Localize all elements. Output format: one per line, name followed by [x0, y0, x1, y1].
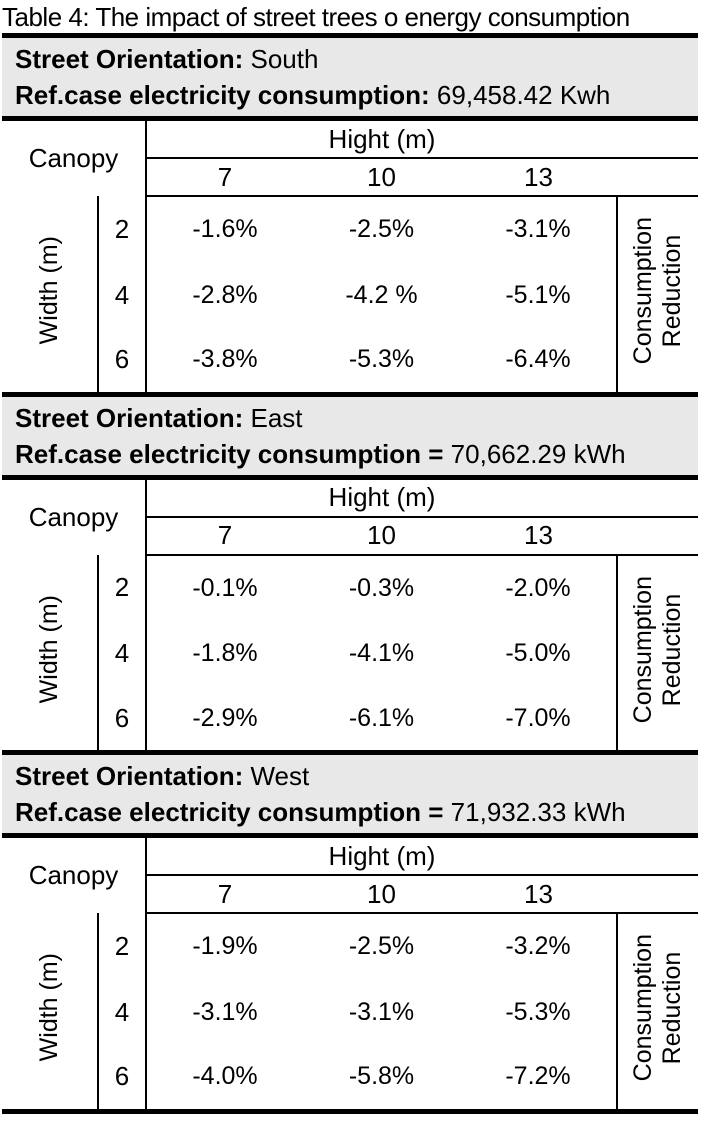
consumption-reduction-label: Consumption Reduction: [616, 913, 698, 1111]
width-row-2: 2: [98, 554, 147, 621]
canopy-header: Canopy: [2, 121, 147, 196]
refcase-label: Ref.case electricity consumption:: [15, 80, 430, 110]
street-orientation-line: Street Orientation: South: [15, 41, 698, 77]
street-orientation-line: Street Orientation: West: [15, 758, 698, 794]
reduction-value: -3.1%: [505, 215, 571, 243]
refcase-label: Ref.case electricity consumption =: [15, 797, 444, 827]
refcase-value: 69,458.42 Kwh: [436, 80, 611, 110]
header-spacer: [617, 158, 698, 197]
section-header: Street Orientation: East Ref.case electr…: [2, 396, 698, 480]
section-south: Street Orientation: South Ref.case elect…: [2, 38, 698, 397]
width-row-4: 4: [98, 979, 147, 1045]
reduction-value: -5.0%: [505, 639, 571, 667]
reduction-value: -1.8%: [192, 639, 258, 667]
reduction-value: -3.2%: [505, 932, 571, 960]
width-row-2: 2: [98, 196, 147, 262]
height-col-13: 13: [460, 875, 617, 914]
height-header: Hight (m): [146, 838, 617, 876]
reduction-value: -3.1%: [192, 997, 258, 1026]
height-col-10: 10: [303, 158, 460, 197]
street-orientation-label: Street Orientation:: [15, 44, 244, 74]
table-caption: Table 4: The impact of street trees o en…: [2, 0, 698, 38]
street-orientation-value: East: [250, 402, 303, 433]
street-orientation-value: West: [250, 761, 310, 791]
height-header: Hight (m): [146, 121, 617, 159]
refcase-line: Ref.case electricity consumption = 70,66…: [15, 436, 698, 472]
width-row-4: 4: [98, 620, 147, 687]
height-col-7: 7: [146, 875, 303, 914]
reduction-value: -0.1%: [192, 573, 258, 602]
consumption-reduction-label: Consumption Reduction: [616, 196, 698, 394]
section-header: Street Orientation: South Ref.case elect…: [2, 38, 698, 121]
height-col-10: 10: [303, 875, 460, 914]
reduction-value: -2.5%: [348, 215, 415, 243]
reduction-value: -5.3%: [505, 997, 571, 1026]
height-col-10: 10: [303, 516, 460, 556]
street-orientation-label: Street Orientation:: [15, 761, 244, 791]
reduction-value: -5.3%: [348, 345, 415, 374]
section-east: Street Orientation: East Ref.case electr…: [2, 396, 698, 755]
refcase-value: 71,932.33 kWh: [450, 797, 626, 827]
reduction-value: -1.6%: [192, 215, 258, 243]
width-row-6: 6: [98, 328, 147, 394]
canopy-header: Canopy: [2, 479, 147, 555]
width-row-4: 4: [98, 262, 147, 328]
reduction-value: -4.2 %: [345, 280, 418, 309]
reduction-value: -4.0%: [192, 1062, 258, 1091]
reduction-value: -7.2%: [505, 1062, 571, 1091]
header-spacer: [617, 121, 698, 159]
width-row-2: 2: [98, 913, 147, 979]
reduction-value: -0.3%: [348, 573, 415, 602]
reduction-value: -5.8%: [348, 1062, 415, 1091]
reduction-value: -2.0%: [505, 573, 571, 602]
street-orientation-label: Street Orientation:: [15, 402, 244, 433]
table-figure: Table 4: The impact of street trees o en…: [2, 0, 698, 1114]
reduction-table: Canopy Hight (m) 7 10 13 Width (m) 2 -1.…: [2, 121, 698, 397]
height-col-13: 13: [460, 516, 617, 556]
reduction-value: -2.9%: [192, 703, 258, 732]
refcase-line: Ref.case electricity consumption = 71,93…: [15, 794, 698, 830]
reduction-table: Canopy Hight (m) 7 10 13 Width (m) 2 -1.…: [2, 838, 698, 1114]
height-col-7: 7: [146, 516, 303, 556]
height-header: Hight (m): [146, 479, 617, 518]
width-row-6: 6: [98, 1045, 147, 1111]
refcase-line: Ref.case electricity consumption: 69,458…: [15, 77, 698, 113]
width-axis-label: Width (m): [2, 913, 99, 1111]
section-header: Street Orientation: West Ref.case electr…: [2, 755, 698, 838]
refcase-label: Ref.case electricity consumption =: [15, 438, 444, 469]
consumption-reduction-label: Consumption Reduction: [616, 554, 698, 753]
width-axis-label: Width (m): [2, 196, 99, 394]
street-orientation-line: Street Orientation: East: [15, 400, 698, 436]
header-spacer: [617, 875, 698, 914]
header-spacer: [617, 516, 698, 556]
reduction-value: -6.1%: [348, 703, 415, 732]
reduction-value: -3.8%: [192, 345, 258, 374]
height-col-7: 7: [146, 158, 303, 197]
header-spacer: [617, 479, 698, 518]
width-axis-label: Width (m): [2, 554, 99, 753]
reduction-value: -2.5%: [348, 932, 415, 960]
refcase-value: 70,662.29 kWh: [450, 438, 626, 469]
street-orientation-value: South: [250, 44, 319, 74]
width-row-6: 6: [98, 686, 147, 753]
reduction-value: -1.9%: [192, 932, 258, 960]
reduction-value: -7.0%: [505, 703, 571, 732]
reduction-value: -5.1%: [505, 280, 571, 309]
canopy-header: Canopy: [2, 838, 147, 913]
reduction-table: Canopy Hight (m) 7 10 13 Width (m) 2 -0.…: [2, 479, 698, 755]
reduction-value: -6.4%: [505, 345, 571, 374]
reduction-value: -4.1%: [348, 639, 415, 667]
section-west: Street Orientation: West Ref.case electr…: [2, 755, 698, 1114]
header-spacer: [617, 838, 698, 876]
reduction-value: -2.8%: [192, 280, 258, 309]
height-col-13: 13: [460, 158, 617, 197]
reduction-value: -3.1%: [348, 997, 415, 1026]
